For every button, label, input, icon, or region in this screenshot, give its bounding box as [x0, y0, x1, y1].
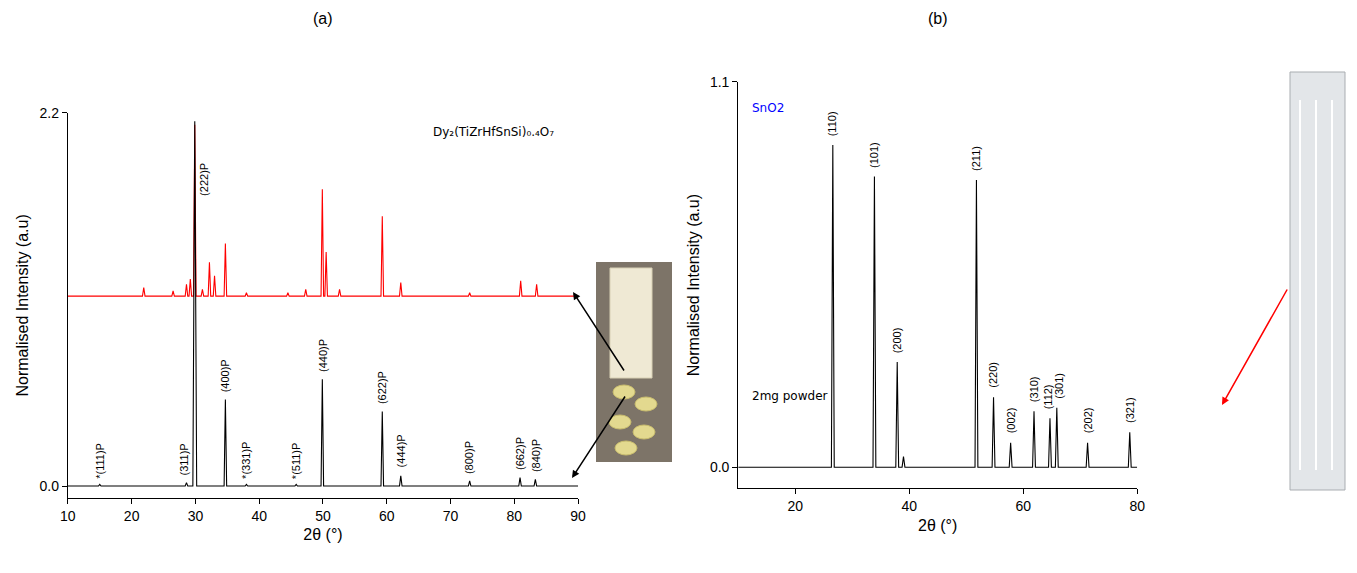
- svg-text:(222)P: (222)P: [198, 163, 210, 196]
- svg-text:80: 80: [1129, 498, 1145, 514]
- svg-text:(662)P: (662)P: [514, 437, 526, 470]
- svg-text:(800)P: (800)P: [463, 441, 475, 474]
- svg-text:2mg powder: 2mg powder: [752, 389, 828, 403]
- svg-text:SnO2: SnO2: [752, 101, 784, 115]
- svg-text:(310): (310): [1028, 376, 1040, 402]
- svg-text:50: 50: [315, 508, 331, 524]
- svg-text:(622)P: (622)P: [376, 371, 388, 404]
- svg-text:(a): (a): [313, 10, 333, 27]
- svg-text:(202): (202): [1082, 408, 1094, 434]
- svg-text:*(331)P: *(331)P: [240, 442, 252, 479]
- svg-text:(112): (112): [1042, 384, 1054, 409]
- svg-text:1.1: 1.1: [710, 74, 730, 90]
- svg-text:70: 70: [443, 508, 459, 524]
- svg-text:(200): (200): [891, 328, 903, 354]
- svg-text:*(111)P: *(111)P: [94, 443, 106, 479]
- svg-text:Dy₂(TiZrHfSnSi)₀.₄O₇: Dy₂(TiZrHfSnSi)₀.₄O₇: [433, 125, 554, 139]
- svg-text:0.0: 0.0: [710, 459, 730, 475]
- svg-text:40: 40: [901, 498, 917, 514]
- svg-text:60: 60: [379, 508, 395, 524]
- svg-text:(400)P: (400)P: [219, 359, 231, 392]
- svg-text:(301): (301): [1053, 373, 1065, 399]
- svg-text:(110): (110): [826, 111, 838, 136]
- svg-text:30: 30: [188, 508, 204, 524]
- svg-text:(211): (211): [970, 146, 982, 171]
- svg-text:(444)P: (444)P: [395, 434, 407, 467]
- svg-text:2.2: 2.2: [40, 105, 60, 121]
- svg-text:(002): (002): [1005, 408, 1017, 434]
- svg-text:Normalised Intensity (a.u): Normalised Intensity (a.u): [685, 194, 702, 376]
- svg-text:*(511)P: *(511)P: [290, 443, 302, 479]
- svg-text:0.0: 0.0: [40, 478, 60, 494]
- svg-text:(321): (321): [1124, 397, 1136, 423]
- svg-text:(440)P: (440)P: [317, 339, 329, 372]
- svg-text:(b): (b): [928, 10, 948, 27]
- svg-text:2θ (°): 2θ (°): [918, 517, 957, 534]
- svg-text:80: 80: [507, 508, 523, 524]
- svg-text:(311)P: (311)P: [178, 443, 190, 475]
- svg-text:(220): (220): [987, 362, 999, 388]
- svg-text:10: 10: [60, 508, 76, 524]
- svg-text:90: 90: [570, 508, 586, 524]
- svg-text:60: 60: [1015, 498, 1031, 514]
- svg-text:(101): (101): [868, 142, 880, 168]
- svg-text:20: 20: [787, 498, 803, 514]
- svg-text:40: 40: [251, 508, 267, 524]
- svg-text:2θ (°): 2θ (°): [303, 526, 342, 543]
- svg-text:Normalised Intensity (a.u): Normalised Intensity (a.u): [14, 214, 31, 396]
- svg-text:(840)P: (840)P: [530, 439, 542, 472]
- svg-text:20: 20: [124, 508, 140, 524]
